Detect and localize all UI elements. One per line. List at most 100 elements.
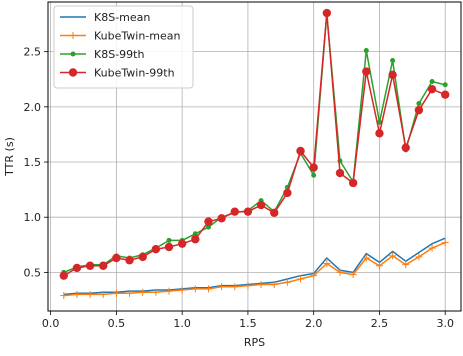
x-tick-label: 1.5 [239,317,257,330]
data-point-circle [296,146,305,156]
data-point-plus [257,281,265,289]
data-point-circle [59,271,68,280]
data-point-circle [138,252,147,262]
data-point-circle [401,143,410,152]
legend-box [53,5,194,89]
data-point-circle [177,239,187,248]
data-point-circle [283,188,292,198]
data-point-plus [415,253,423,261]
data-point-circle [335,168,345,178]
y-tick-label: 1.0 [24,211,42,224]
data-point-plus [310,272,318,280]
legend-entry-kubetwin-99th: KubeTwin-99th [60,67,175,80]
data-point-dot [416,101,422,107]
data-point-plus [231,283,239,291]
y-tick-label: 1.5 [24,156,42,169]
legend-label: KubeTwin-99th [94,67,175,80]
data-point-circle [375,129,384,138]
series-k8s-mean [63,237,446,296]
data-point-dot [311,172,317,178]
data-point-plus [165,287,173,295]
data-point-plus [375,262,383,270]
data-point-circle [414,105,424,115]
data-point-dot [363,48,369,54]
y-tick-label: 0.5 [24,266,42,279]
data-point-plus [73,290,81,298]
series-line-kubetwin-mean [63,241,446,297]
legend-entry-k8s-99th: K8S-99th [60,48,144,61]
data-point-plus [270,281,278,289]
legend-entry-k8s-mean: K8S-mean [60,11,150,24]
y-tick-label: 2.0 [24,101,42,114]
data-point-circle [72,263,82,273]
data-point-circle [322,8,332,18]
data-point-circle [85,261,95,270]
legend: K8S-mean KubeTwin-mean K8S-99th KubeTwin-99… [53,5,194,89]
x-tick-label: 3.0 [436,317,454,330]
legend-label: KubeTwin-mean [94,30,181,43]
data-point-plus [99,290,107,298]
data-point-circle [309,163,318,172]
series-layer [59,8,450,300]
data-point-plus [60,292,68,300]
data-point-circle [112,253,121,263]
data-point-dot [390,57,396,63]
series-kubetwin-99th [59,8,450,280]
data-point-plus [204,285,212,293]
series-line-k8s-mean [63,237,446,296]
data-point-circle [164,242,174,252]
data-point-plus [126,289,134,297]
data-point-plus [112,289,120,297]
data-point-plus [218,283,226,291]
data-point-dot [192,231,198,237]
data-point-dot [166,237,172,243]
plot-frame [47,1,462,312]
y-tick-label: 2.5 [24,46,42,59]
data-point-circle [230,207,239,216]
data-point-plus [139,288,147,296]
data-point-circle [68,68,78,77]
data-point-plus [402,261,410,269]
data-point-circle [441,90,450,99]
series-kubetwin-mean [60,239,449,300]
data-point-dot [70,51,76,57]
data-point-circle [270,208,279,217]
legend-label: K8S-99th [94,48,144,61]
data-point-dot [442,82,448,88]
data-point-plus [349,271,357,279]
legend-label: K8S-mean [94,11,150,24]
data-point-plus [86,290,94,298]
x-tick-label: 0.5 [108,317,126,330]
data-point-circle [204,217,213,226]
data-point-circle [151,245,161,254]
data-point-plus [362,254,370,262]
data-point-plus [297,275,305,283]
data-point-circle [99,261,108,270]
data-point-circle [427,84,437,94]
tick-layer: 0.0 0.5 1.0 1.5 2.0 2.5 3.0 0.5 1.0 1.5 2.0 2.5 [24,46,454,330]
x-tick-label: 1.0 [173,317,191,330]
data-point-circle [125,256,134,265]
data-point-plus [389,252,397,260]
data-point-plus [441,239,449,247]
data-point-circle [362,67,371,76]
data-point-plus [336,268,344,276]
data-point-plus [428,244,436,252]
data-point-dot [205,224,211,230]
data-point-circle [217,214,226,223]
data-point-plus [323,260,331,268]
y-axis-label: TTR (s) [3,137,16,177]
data-point-circle [388,70,397,80]
data-point-dot [429,78,435,84]
data-point-circle [191,235,200,244]
data-point-plus [244,282,252,290]
data-point-plus [69,32,77,39]
data-point-circle [348,178,358,188]
x-tick-label: 0.0 [42,317,60,330]
x-tick-label: 2.5 [371,317,389,330]
data-point-dot [376,119,382,125]
data-point-plus [178,286,186,294]
data-point-plus [191,285,199,293]
data-point-plus [152,288,160,296]
